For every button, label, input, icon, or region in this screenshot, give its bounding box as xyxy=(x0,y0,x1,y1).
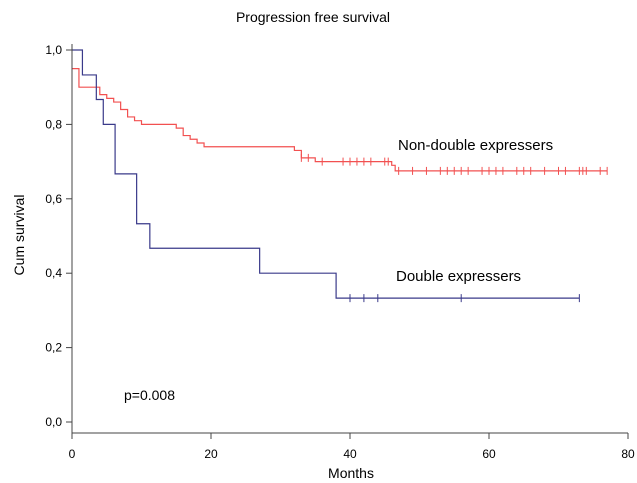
series-layer xyxy=(72,49,608,303)
axes-layer xyxy=(71,44,628,434)
y-tick-label: 0,8 xyxy=(45,117,62,131)
series-line-1 xyxy=(72,49,580,299)
y-tick-label: 0,6 xyxy=(45,192,62,206)
y-tick-label: 1,0 xyxy=(45,43,62,57)
y-tick-label: 0,0 xyxy=(45,415,62,429)
series-label-double: Double expressers xyxy=(396,268,521,285)
x-tick-label: 20 xyxy=(204,447,218,461)
x-tick-label: 80 xyxy=(621,447,635,461)
x-tick-label: 40 xyxy=(343,447,357,461)
y-axis-title: Cum survival xyxy=(11,195,27,276)
x-tick-label: 60 xyxy=(482,447,496,461)
ticks-layer: 0 20 40 60 80 0,0 0,2 0,4 0,6 0,8 1,0 xyxy=(45,43,635,461)
chart-title: Progression free survival xyxy=(236,9,390,25)
series-label-non-double: Non-double expressers xyxy=(398,137,553,154)
y-tick-label: 0,2 xyxy=(45,341,62,355)
p-value-annotation: p=0.008 xyxy=(124,387,175,403)
y-tick-label: 0,4 xyxy=(45,266,62,280)
x-tick-label: 0 xyxy=(69,447,76,461)
series-line-0 xyxy=(72,68,608,172)
x-axis-title: Months xyxy=(328,465,374,481)
